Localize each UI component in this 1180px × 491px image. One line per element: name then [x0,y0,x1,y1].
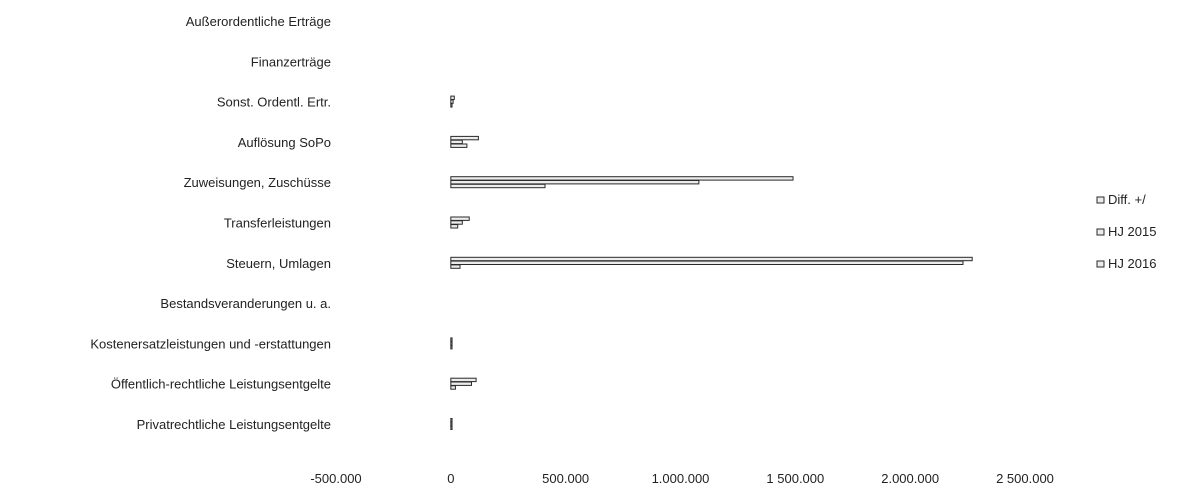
bar [450,135,479,141]
category-label: Auflösung SoPo [238,135,331,150]
bar [450,139,463,145]
category-label: Privatrechtliche Leistungsentgelte [137,417,331,432]
bar [450,256,973,262]
bar [450,95,455,100]
bar [450,418,453,423]
legend-label: Diff. +/ [1108,192,1146,207]
x-tick-label: -500.000 [310,471,361,486]
bar [450,99,454,104]
bar [450,264,461,269]
category-label: Transferleistungen [224,216,331,231]
bar [450,180,700,185]
bar [450,224,459,229]
category-label: Steuern, Umlagen [226,256,331,271]
legend-swatch [1096,260,1105,268]
category-label: Zuweisungen, Zuschüsse [184,175,331,190]
x-tick-label: 1 500.000 [766,471,824,486]
bar [450,421,453,427]
category-label: Bestandsveranderungen u. a. [160,296,331,311]
bar [450,183,546,189]
bar [450,381,473,386]
x-tick-label: 1.000.000 [652,471,710,486]
bar [450,216,470,221]
bar [450,103,453,108]
bar [450,143,468,148]
bar [450,425,453,431]
bar [450,341,453,346]
bar [450,220,463,225]
bar [450,176,794,181]
category-label: Öffentlich-rechtliche Leistungsentgelte [111,377,331,392]
bar [450,345,453,350]
x-tick-label: 500.000 [542,471,589,486]
category-label: Außerordentliche Erträge [186,14,331,29]
legend-label: HJ 2015 [1108,224,1156,239]
x-tick-label: 0 [447,471,454,486]
bar [450,377,477,383]
bar [450,337,453,342]
bar [450,260,964,266]
x-tick-label: 2.000.000 [881,471,939,486]
category-label: Finanzerträge [251,54,331,69]
legend-label: HJ 2016 [1108,256,1156,271]
x-tick-label: 2 500.000 [996,471,1054,486]
legend-swatch [1096,228,1105,236]
legend-swatch [1096,196,1105,204]
category-label: Kostenersatzleistungen und -erstattungen [90,336,331,351]
category-label: Sonst. Ordentl. Ertr. [217,95,331,110]
bar [450,385,456,390]
